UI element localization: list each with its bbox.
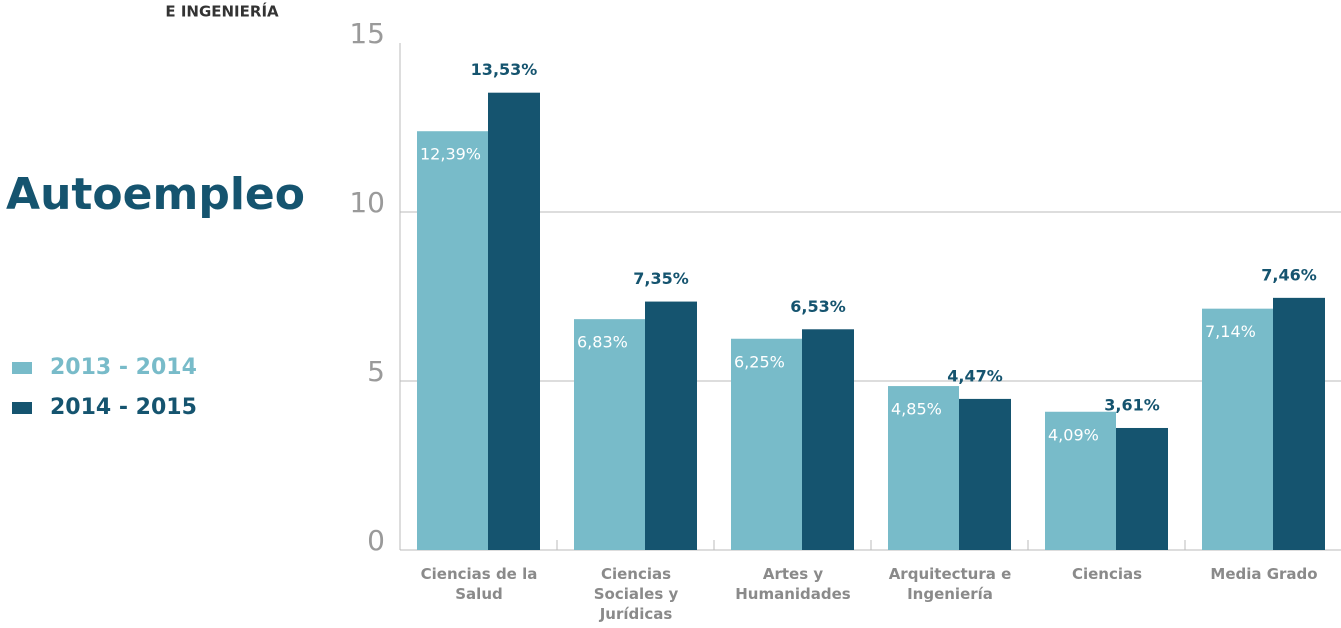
legend-label: 2013 - 2014: [50, 355, 197, 380]
y-tick-label: 15: [349, 17, 385, 50]
value-label: 4,47%: [947, 366, 1003, 385]
value-label: 6,53%: [790, 297, 846, 316]
bar: [574, 319, 645, 550]
x-tick-label: Artes y Humanidades: [735, 565, 851, 603]
value-label: 6,25%: [734, 352, 785, 371]
value-label: 3,61%: [1104, 395, 1160, 414]
bar: [1116, 427, 1168, 550]
bar: [645, 301, 697, 550]
legend-swatch: [12, 362, 32, 374]
value-label: 12,39%: [420, 145, 481, 164]
x-tick-label: Ciencias de la Salud: [420, 565, 538, 603]
bar: [1202, 308, 1273, 550]
bar: [1273, 297, 1325, 550]
y-tick-label: 10: [349, 186, 385, 219]
subtitle: E INGENIERÍA: [165, 2, 279, 21]
bar: [488, 92, 540, 550]
bar: [888, 386, 959, 550]
x-tick-label: Media Grado: [1210, 565, 1318, 583]
value-label: 7,46%: [1261, 265, 1317, 284]
legend-label: 2014 - 2015: [50, 395, 197, 420]
bar: [417, 131, 488, 550]
x-tick-label: Ciencias Sociales y Jurídicas: [593, 565, 679, 623]
value-label: 6,83%: [577, 333, 628, 352]
x-tick-label: Ciencias: [1071, 565, 1143, 583]
legend-swatch: [12, 402, 32, 414]
value-label: 13,53%: [471, 60, 538, 79]
value-label: 4,85%: [891, 400, 942, 419]
bar: [802, 329, 854, 550]
x-tick-label: Arquitectura e Ingeniería: [888, 565, 1012, 603]
y-tick-label: 5: [367, 355, 385, 388]
bar: [1045, 411, 1116, 550]
value-label: 4,09%: [1048, 425, 1099, 444]
chart-title: Autoempleo: [6, 169, 305, 220]
bar: [731, 338, 802, 550]
value-label: 7,14%: [1205, 322, 1256, 341]
y-tick-label: 0: [367, 524, 385, 557]
value-label: 7,35%: [633, 269, 689, 288]
bar: [959, 398, 1011, 550]
